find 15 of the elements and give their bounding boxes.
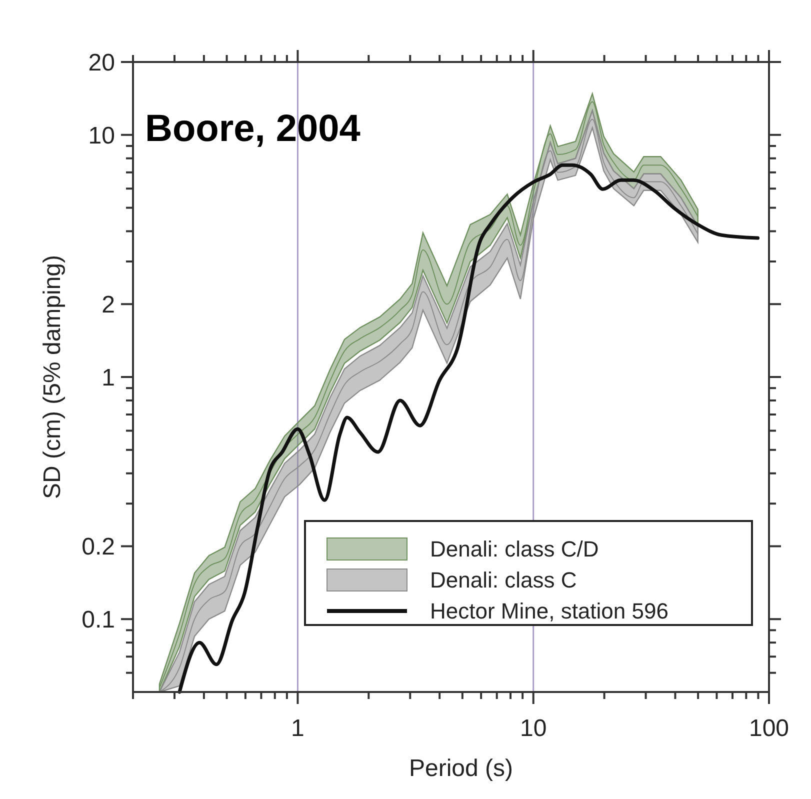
x-tick-label: 100 xyxy=(748,715,790,742)
y-tick-label: 2 xyxy=(102,292,115,319)
x-tick-label: 10 xyxy=(520,715,547,742)
x-axis-title: Period (s) xyxy=(408,755,514,782)
y-tick-label: 20 xyxy=(88,49,115,76)
y-tick-label: 10 xyxy=(88,122,115,150)
y-tick-label: 1 xyxy=(102,364,115,392)
x-tick-label: 1 xyxy=(291,715,304,742)
y-tick-label: 0.1 xyxy=(82,606,115,634)
text: Boore, 2004 xyxy=(145,108,360,150)
legend-label: Denali: class C xyxy=(430,568,577,593)
y-tick-label: 0.2 xyxy=(82,534,115,561)
legend-label: Hector Mine, station 596 xyxy=(430,598,668,624)
y-axis-title: SD (cm) (5% damping) xyxy=(39,254,66,500)
legend-label: Denali: class C/D xyxy=(430,536,599,562)
